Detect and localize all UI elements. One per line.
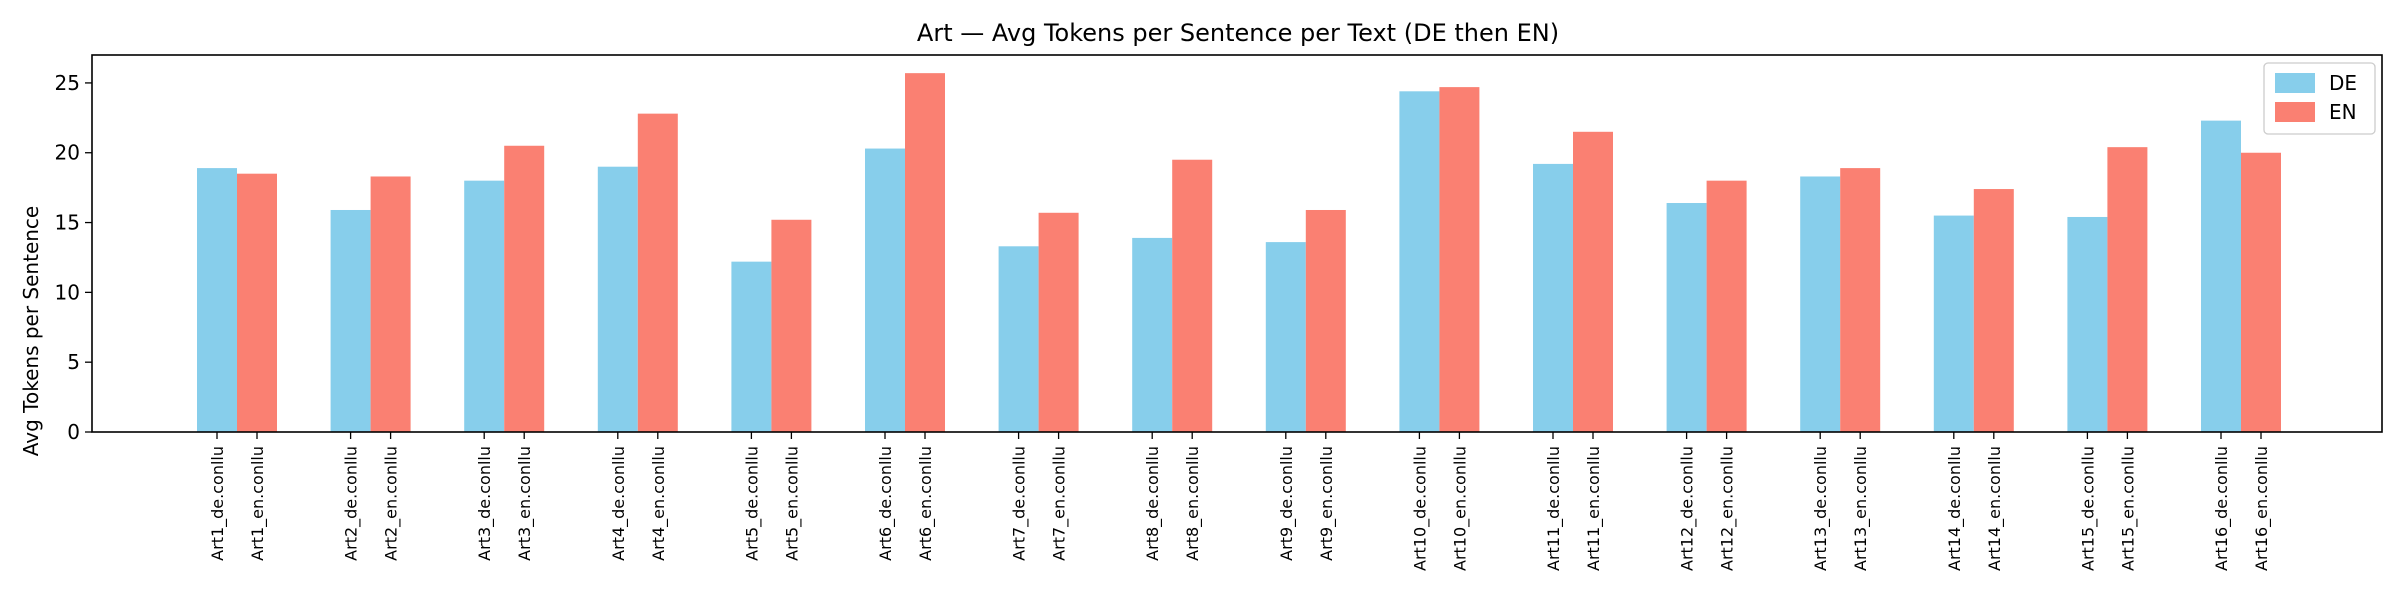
legend-swatch-de (2275, 73, 2315, 93)
y-axis-label: Avg Tokens per Sentence (19, 206, 43, 456)
y-tick-label: 0 (67, 420, 80, 444)
x-tick-label: Art15_en.conllu (2118, 446, 2138, 571)
bar-en (1305, 209, 1346, 432)
x-tick-label: Art6_de.conllu (876, 446, 896, 561)
bar-en (1973, 189, 2014, 432)
bar-de (330, 209, 371, 432)
x-tick-label: Art4_en.conllu (649, 446, 669, 561)
bar-en (504, 145, 545, 432)
bar-en (1573, 131, 1613, 432)
bar-de (197, 168, 237, 432)
x-tick-label: Art3_en.conllu (515, 446, 535, 561)
y-axis: 0 5 10 15 20 25 (55, 71, 92, 444)
x-tick-label: Art8_de.conllu (1143, 446, 1163, 561)
bar-de (1533, 163, 1573, 432)
bar-de (1666, 203, 1707, 432)
x-tick-label: Art6_en.conllu (916, 446, 936, 561)
bar-en (237, 173, 277, 432)
x-tick-label: Art14_de.conllu (1945, 446, 1965, 571)
y-tick-label: 15 (55, 211, 80, 235)
bar-de (1399, 91, 1440, 432)
bar-de (1265, 242, 1306, 432)
bar-en (1172, 159, 1213, 432)
bar-en (1840, 168, 1881, 432)
bar-en (637, 113, 678, 433)
x-tick-label: Art13_en.conllu (1851, 446, 1871, 571)
x-tick-label: Art1_en.conllu (248, 446, 268, 561)
legend-label-de: DE (2329, 71, 2357, 95)
x-tick-label: Art2_de.conllu (342, 446, 362, 561)
x-tick-label: Art5_en.conllu (782, 446, 802, 561)
bar-de (1800, 176, 1841, 432)
bar-en (2107, 147, 2148, 432)
legend-label-en: EN (2329, 100, 2357, 124)
x-tick-label: Art1_de.conllu (208, 446, 228, 561)
x-tick-label: Art10_en.conllu (1450, 446, 1470, 571)
y-tick-label: 20 (55, 141, 80, 165)
bar-de (998, 246, 1039, 432)
x-tick-label: Art7_en.conllu (1050, 446, 1070, 561)
bar-de (1132, 237, 1173, 432)
bar-en (771, 219, 812, 432)
bar-en (370, 176, 411, 432)
x-axis: Art1_de.conllu Art2_de.conllu Art3_de.conl… (208, 432, 2272, 571)
x-tick-label: Art12_de.conllu (1678, 446, 1698, 571)
x-tick-label: Art16_en.conllu (2252, 446, 2272, 571)
x-tick-label: Art3_de.conllu (475, 446, 495, 561)
bar-en (1706, 180, 1747, 432)
x-tick-label: Art4_de.conllu (609, 446, 629, 561)
legend-swatch-en (2275, 102, 2315, 122)
bar-en (1038, 212, 1079, 432)
bar-en (2241, 152, 2281, 433)
x-tick-label: Art7_de.conllu (1010, 446, 1030, 561)
plot-frame (91, 54, 2383, 433)
x-tick-label: Art13_de.conllu (1811, 446, 1831, 571)
bar-de (597, 166, 638, 432)
bar-de (2067, 216, 2108, 432)
bar-de (1933, 215, 1974, 432)
x-tick-label: Art16_de.conllu (2212, 446, 2232, 571)
x-tick-label: Art11_en.conllu (1584, 446, 1604, 571)
chart-title: Art — Avg Tokens per Sentence per Text (… (917, 19, 1559, 47)
bar-de (2201, 120, 2241, 433)
y-tick-label: 10 (55, 280, 80, 304)
bar-de (464, 180, 505, 432)
bars-group (197, 73, 2281, 433)
x-tick-label: Art15_de.conllu (2078, 446, 2098, 571)
y-tick-label: 5 (67, 350, 80, 374)
x-tick-label: Art9_de.conllu (1277, 446, 1297, 561)
x-tick-label: Art2_en.conllu (382, 446, 402, 561)
legend: DE EN (2263, 62, 2376, 135)
x-tick-label: Art8_en.conllu (1183, 446, 1203, 561)
bar-en (905, 73, 945, 432)
bar-en (1439, 87, 1480, 433)
bar-de (865, 148, 905, 432)
x-tick-label: Art14_en.conllu (1985, 446, 2005, 571)
x-tick-label: Art12_en.conllu (1718, 446, 1738, 571)
y-tick-label: 25 (55, 71, 80, 95)
bar-de (731, 261, 772, 432)
x-tick-label: Art9_en.conllu (1317, 446, 1337, 561)
x-tick-label: Art11_de.conllu (1544, 446, 1564, 571)
x-tick-label: Art5_de.conllu (742, 446, 762, 561)
x-tick-label: Art10_de.conllu (1410, 446, 1430, 571)
